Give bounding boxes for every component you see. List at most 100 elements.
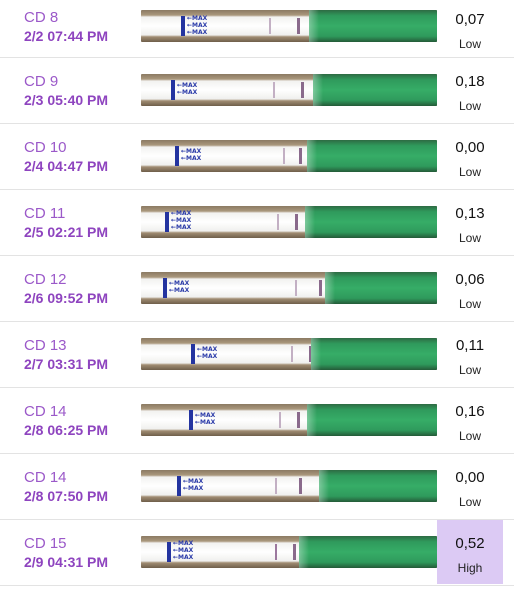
result-level: Low (458, 363, 481, 377)
test-line (273, 82, 275, 98)
test-strip-image[interactable]: ←MAX ←MAX (141, 470, 437, 502)
absorbent-pad (307, 140, 437, 172)
test-datetime: 2/6 09:52 PM (24, 290, 109, 306)
list-item[interactable]: CD 9 2/3 05:40 PM ←MAX ←MAX 0,18 Low (0, 58, 514, 124)
list-item[interactable]: CD 14 2/8 06:25 PM ←MAX ←MAX 0,16 Low (0, 388, 514, 454)
list-item[interactable]: CD 11 2/5 02:21 PM ←MAX ←MAX ←MAX 0,13 Low (0, 190, 514, 256)
test-strip-image[interactable]: ←MAX ←MAX (141, 338, 437, 370)
test-info: CD 11 2/5 02:21 PM (24, 204, 139, 242)
result-value: 0,07 (455, 11, 485, 28)
control-line (309, 346, 312, 362)
max-marker (167, 542, 171, 562)
result-value: 0,52 (455, 535, 485, 552)
test-strip-image[interactable]: ←MAX ←MAX (141, 404, 437, 436)
result-level: Low (458, 495, 481, 509)
test-line (291, 346, 293, 362)
cycle-day-label: CD 13 (24, 337, 67, 354)
result-cell: 0,18 Low (437, 70, 503, 114)
test-strip-image[interactable]: ←MAX ←MAX ←MAX (141, 10, 437, 42)
test-datetime: 2/7 03:31 PM (24, 356, 109, 372)
absorbent-pad (319, 470, 437, 502)
result-level: Low (458, 165, 481, 179)
control-line (295, 214, 298, 230)
max-marker (189, 410, 193, 430)
result-cell: 0,00 Low (437, 136, 503, 180)
test-datetime: 2/2 07:44 PM (24, 28, 109, 44)
result-level: Low (458, 99, 481, 113)
cycle-day-label: CD 14 (24, 469, 67, 486)
max-label: ←MAX ←MAX (177, 82, 198, 96)
control-line (299, 148, 302, 164)
test-info: CD 15 2/9 04:31 PM (24, 534, 139, 572)
result-level: Low (458, 231, 481, 245)
result-cell: 0,13 Low (437, 202, 503, 246)
test-info: CD 12 2/6 09:52 PM (24, 270, 139, 308)
test-datetime: 2/9 04:31 PM (24, 554, 109, 570)
test-line (275, 544, 277, 560)
test-datetime: 2/5 02:21 PM (24, 224, 109, 240)
result-cell: 0,00 Low (437, 466, 503, 510)
result-value: 0,18 (455, 73, 485, 90)
max-label: ←MAX ←MAX (169, 280, 190, 294)
max-marker (163, 278, 167, 298)
test-info: CD 8 2/2 07:44 PM (24, 8, 139, 46)
result-value: 0,00 (455, 139, 485, 156)
test-datetime: 2/8 07:50 PM (24, 488, 109, 504)
list-item[interactable]: CD 13 2/7 03:31 PM ←MAX ←MAX 0,11 Low (0, 322, 514, 388)
max-label: ←MAX ←MAX ←MAX (173, 540, 194, 561)
list-item[interactable]: CD 15 2/9 04:31 PM ←MAX ←MAX ←MAX 0,52 Hig… (0, 520, 514, 586)
test-strip-image[interactable]: ←MAX ←MAX ←MAX (141, 536, 437, 568)
test-info: CD 14 2/8 07:50 PM (24, 468, 139, 506)
result-cell: 0,16 Low (437, 400, 503, 444)
absorbent-pad (299, 536, 437, 568)
test-line (279, 412, 281, 428)
result-cell: 0,06 Low (437, 268, 503, 312)
test-strip-image[interactable]: ←MAX ←MAX (141, 140, 437, 172)
result-cell: 0,11 Low (437, 334, 503, 378)
result-level: High (457, 561, 483, 575)
absorbent-pad (313, 74, 437, 106)
cycle-day-label: CD 12 (24, 271, 67, 288)
result-cell: 0,07 Low (437, 8, 503, 52)
control-line (319, 280, 322, 296)
max-marker (171, 80, 175, 100)
test-info: CD 14 2/8 06:25 PM (24, 402, 139, 440)
list-item[interactable]: CD 8 2/2 07:44 PM ←MAX ←MAX ←MAX 0,07 Low (0, 0, 514, 58)
control-line (301, 82, 304, 98)
max-marker (177, 476, 181, 496)
cycle-day-label: CD 9 (24, 73, 59, 90)
result-cell-highlighted: 0,52 High (437, 520, 503, 584)
max-marker (165, 212, 169, 232)
list-item[interactable]: CD 10 2/4 04:47 PM ←MAX ←MAX 0,00 Low (0, 124, 514, 190)
max-label: ←MAX ←MAX (183, 478, 204, 492)
test-datetime: 2/8 06:25 PM (24, 422, 109, 438)
test-line (283, 148, 285, 164)
list-item[interactable]: CD 14 2/8 07:50 PM ←MAX ←MAX 0,00 Low (0, 454, 514, 520)
cycle-day-label: CD 14 (24, 403, 67, 420)
test-line (277, 214, 279, 230)
result-level: Low (458, 37, 481, 51)
cycle-day-label: CD 10 (24, 139, 67, 156)
test-line (269, 18, 271, 34)
control-line (293, 544, 296, 560)
result-value: 0,16 (455, 403, 485, 420)
test-line (275, 478, 277, 494)
list-item[interactable]: CD 12 2/6 09:52 PM ←MAX ←MAX 0,06 Low (0, 256, 514, 322)
max-marker (181, 16, 185, 36)
test-datetime: 2/3 05:40 PM (24, 92, 109, 108)
absorbent-pad (307, 404, 437, 436)
test-strip-image[interactable]: ←MAX ←MAX (141, 272, 437, 304)
max-label: ←MAX ←MAX (195, 412, 216, 426)
absorbent-pad (305, 206, 437, 238)
control-line (299, 478, 302, 494)
result-value: 0,11 (455, 337, 485, 354)
test-info: CD 13 2/7 03:31 PM (24, 336, 139, 374)
absorbent-pad (325, 272, 437, 304)
cycle-day-label: CD 15 (24, 535, 67, 552)
test-strip-image[interactable]: ←MAX ←MAX ←MAX (141, 206, 437, 238)
result-value: 0,13 (455, 205, 485, 222)
test-datetime: 2/4 04:47 PM (24, 158, 109, 174)
test-strip-image[interactable]: ←MAX ←MAX (141, 74, 437, 106)
result-value: 0,06 (455, 271, 485, 288)
